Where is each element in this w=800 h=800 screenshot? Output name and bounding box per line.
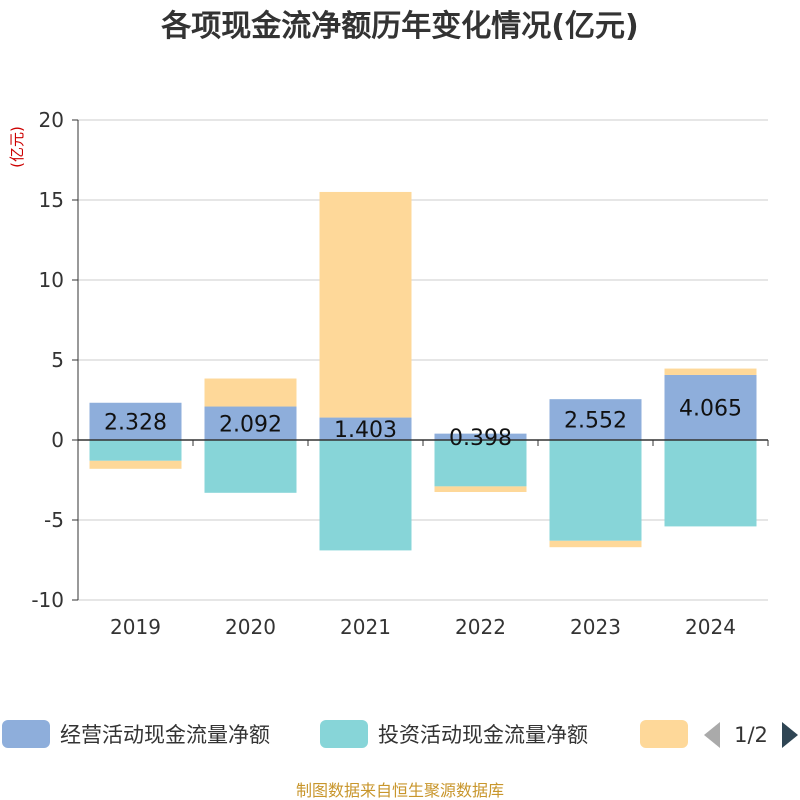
- y-tick-label: 0: [51, 428, 64, 452]
- x-tick-label: 2024: [685, 615, 736, 639]
- bar-series1-2021: [319, 417, 412, 440]
- x-tick-label: 2020: [225, 615, 276, 639]
- y-tick-label: -5: [44, 508, 64, 532]
- legend-label-1[interactable]: 经营活动现金流量净额: [60, 723, 270, 747]
- legend-swatch-1[interactable]: [2, 720, 50, 748]
- bar-series2-2021: [319, 440, 412, 551]
- x-tick-label: 2019: [110, 615, 161, 639]
- bar-series1-2019: [89, 402, 182, 440]
- legend-next-page-icon[interactable]: [782, 722, 798, 748]
- bar-series3-2021: [319, 191, 412, 418]
- axes: 20 15 10 5 0 -5 -10 2019 2020 2021 2022 2023 2024: [31, 108, 769, 639]
- legend-swatch-3[interactable]: [640, 720, 688, 748]
- legend-prev-page-icon[interactable]: [704, 722, 720, 748]
- legend-swatch-2[interactable]: [320, 720, 368, 748]
- bar-series2-2022: [434, 440, 527, 487]
- bar-series2-2024: [664, 440, 757, 527]
- chart-title: 各项现金流净额历年变化情况(亿元): [160, 9, 638, 44]
- bar-series3-2020: [204, 378, 297, 407]
- y-tick-label: 10: [39, 268, 64, 292]
- bar-series1-2022: [434, 433, 527, 440]
- bar-series2-2020: [204, 440, 297, 493]
- x-tick-label: 2023: [570, 615, 621, 639]
- bars: [89, 191, 757, 551]
- y-tick-label: -10: [31, 588, 64, 612]
- grid-lines: [78, 119, 768, 601]
- bar-series3-2023: [549, 540, 642, 548]
- bar-series2-2019: [89, 440, 182, 461]
- y-tick-label: 5: [51, 348, 64, 372]
- x-tick-label: 2022: [455, 615, 506, 639]
- bar-series1-2020: [204, 406, 297, 440]
- legend-page-indicator: 1/2: [734, 723, 768, 747]
- legend-label-2[interactable]: 投资活动现金流量净额: [378, 723, 588, 747]
- bar-series1-2024: [664, 374, 757, 440]
- data-label: 2.092: [219, 412, 282, 437]
- bar-series3-2024: [664, 368, 757, 375]
- bar-series3-2019: [89, 460, 182, 469]
- y-tick-label: 15: [39, 188, 64, 212]
- bar-series1-2023: [549, 399, 642, 440]
- data-label: 0.398: [449, 426, 512, 451]
- legend: 经营活动现金流量净额 投资活动现金流量净额 1/2: [2, 720, 798, 748]
- bar-series2-2023: [549, 440, 642, 541]
- data-labels: 2.328 2.092 1.403 0.398 2.552 4.065: [104, 396, 742, 450]
- footer-source: 制图数据来自恒生聚源数据库: [296, 781, 504, 800]
- bar-series3-2022: [434, 486, 527, 492]
- data-label: 4.065: [679, 396, 742, 421]
- x-tick-label: 2021: [340, 615, 391, 639]
- data-label: 2.328: [104, 410, 167, 435]
- data-label: 1.403: [334, 418, 397, 443]
- y-tick-label: 20: [39, 108, 64, 132]
- y-axis-unit-label: (亿元): [8, 126, 26, 168]
- data-label: 2.552: [564, 409, 627, 434]
